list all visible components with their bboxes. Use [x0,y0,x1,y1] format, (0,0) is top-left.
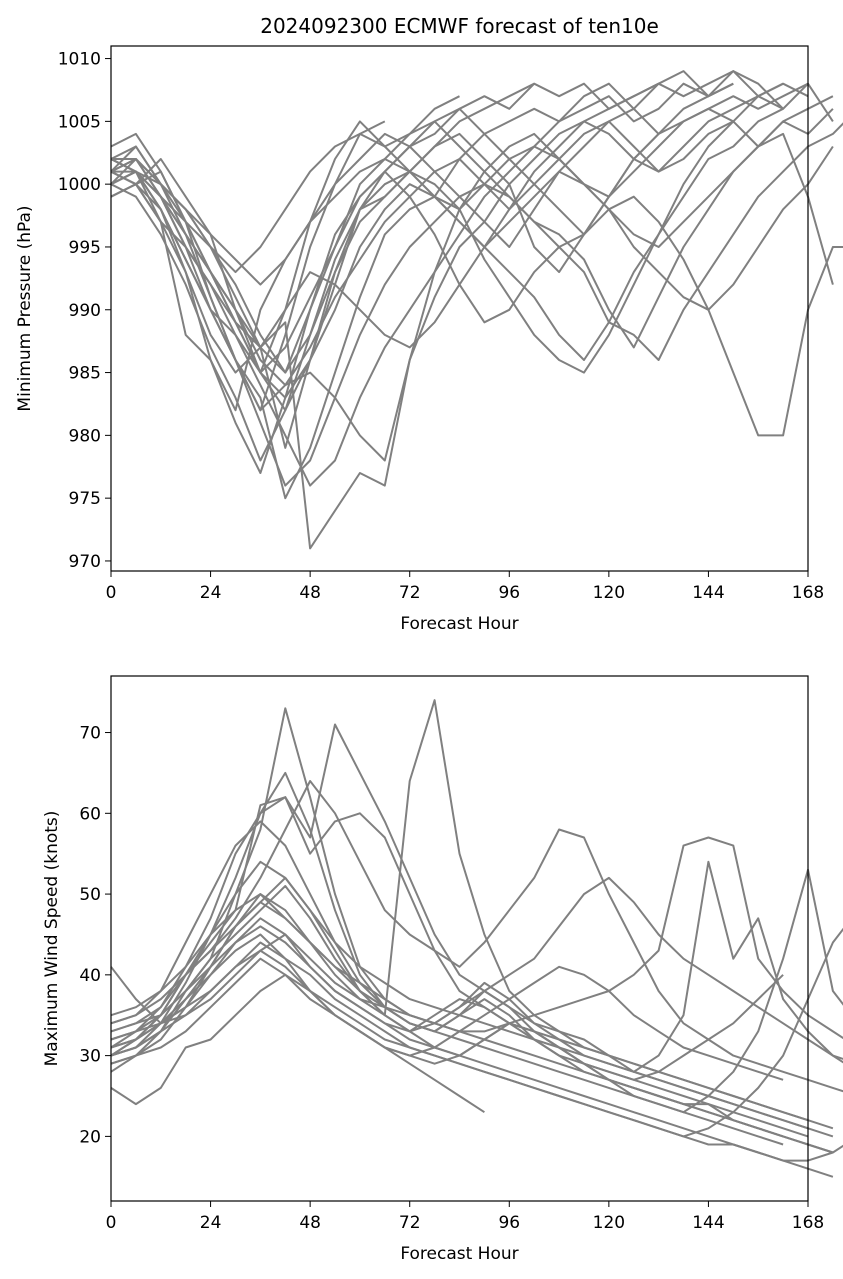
pressure-series-line-15 [110,120,843,374]
pressure-series-line-19 [111,107,784,361]
pressure-series-line-16 [110,95,834,387]
pressure-chart: 2024092300 ECMWF forecast of ten10e 0 24 4… [15,14,843,634]
wind-x-tick-label: 168 [792,1213,824,1233]
wind-series-line-12 [110,933,784,1081]
wind-series-line-10 [110,893,834,1154]
wind-series-line-3 [110,723,809,1130]
pressure-series-line-10 [110,82,834,462]
wind-y-tick-label: 70 [79,724,101,744]
pressure-y-tick-label: 995 [69,238,101,258]
pressure-x-tick-label: 120 [593,583,625,603]
wind-y-axis: 20 30 40 50 60 70 [79,724,111,1147]
pressure-y-tick-label: 1000 [58,175,101,195]
pressure-x-tick-label: 48 [299,583,321,603]
wind-y-axis-label: Maximum Wind Speed (knots) [42,811,62,1067]
wind-series-line-18 [110,957,843,1162]
pressure-x-tick-label: 72 [399,583,421,603]
wind-x-axis-label: Forecast Hour [400,1244,518,1264]
pressure-series-line-20 [111,132,834,311]
wind-x-axis: 0 24 48 72 96 120 144 168 [106,1201,824,1233]
wind-y-tick-label: 30 [79,1047,101,1067]
wind-plot-frame [110,675,809,1202]
wind-x-tick-label: 24 [200,1213,222,1233]
wind-y-tick-label: 20 [79,1127,101,1147]
pressure-x-tick-label: 24 [200,583,222,603]
pressure-series-line-12 [110,107,734,462]
pressure-series-line-14 [110,170,843,437]
pressure-y-tick-label: 1005 [58,112,101,132]
wind-x-tick-label: 96 [498,1213,520,1233]
wind-series-line-20 [110,949,485,1114]
pressure-x-tick-label: 144 [692,583,724,603]
wind-series-line-11 [110,965,784,1106]
wind-x-tick-label: 0 [106,1213,117,1233]
pressure-y-axis: 970 975 980 985 990 995 1000 1005 1010 [58,50,111,572]
wind-x-tick-label: 120 [593,1213,625,1233]
pressure-series-line-13 [110,132,834,487]
pressure-x-tick-label: 96 [498,583,520,603]
wind-y-tick-label: 40 [79,966,101,986]
pressure-x-axis: 0 24 48 72 96 120 144 168 [106,571,824,603]
pressure-x-tick-label: 168 [792,583,824,603]
pressure-y-tick-label: 970 [69,552,101,572]
wind-chart: 0 24 48 72 96 120 144 168 20 30 40 50 60 70 Forecast… [42,675,843,1264]
pressure-series-line-18 [110,82,784,349]
pressure-y-tick-label: 985 [69,364,101,384]
pressure-plot-frame [110,45,809,572]
wind-y-tick-label: 50 [79,885,101,905]
pressure-y-tick-label: 1010 [58,50,101,70]
pressure-y-tick-label: 990 [69,301,101,321]
wind-series-line-16 [110,868,843,1114]
wind-y-tick-label: 60 [79,804,101,824]
wind-x-tick-label: 48 [299,1213,321,1233]
wind-x-tick-label: 144 [692,1213,724,1233]
pressure-x-axis-label: Forecast Hour [400,614,518,634]
pressure-y-tick-label: 980 [69,426,101,446]
wind-series-line-19 [110,925,834,1178]
pressure-series-group [110,70,843,550]
pressure-y-tick-label: 975 [69,489,101,509]
wind-series-group [110,699,843,1178]
pressure-series-line-6 [110,70,784,487]
pressure-chart-title: 2024092300 ECMWF forecast of ten10e [260,14,659,38]
wind-series-line-13 [110,876,843,1060]
wind-x-tick-label: 72 [399,1213,421,1233]
pressure-x-tick-label: 0 [106,583,117,603]
pressure-y-axis-label: Minimum Pressure (hPa) [15,205,35,411]
pressure-series-line-7 [110,70,809,550]
